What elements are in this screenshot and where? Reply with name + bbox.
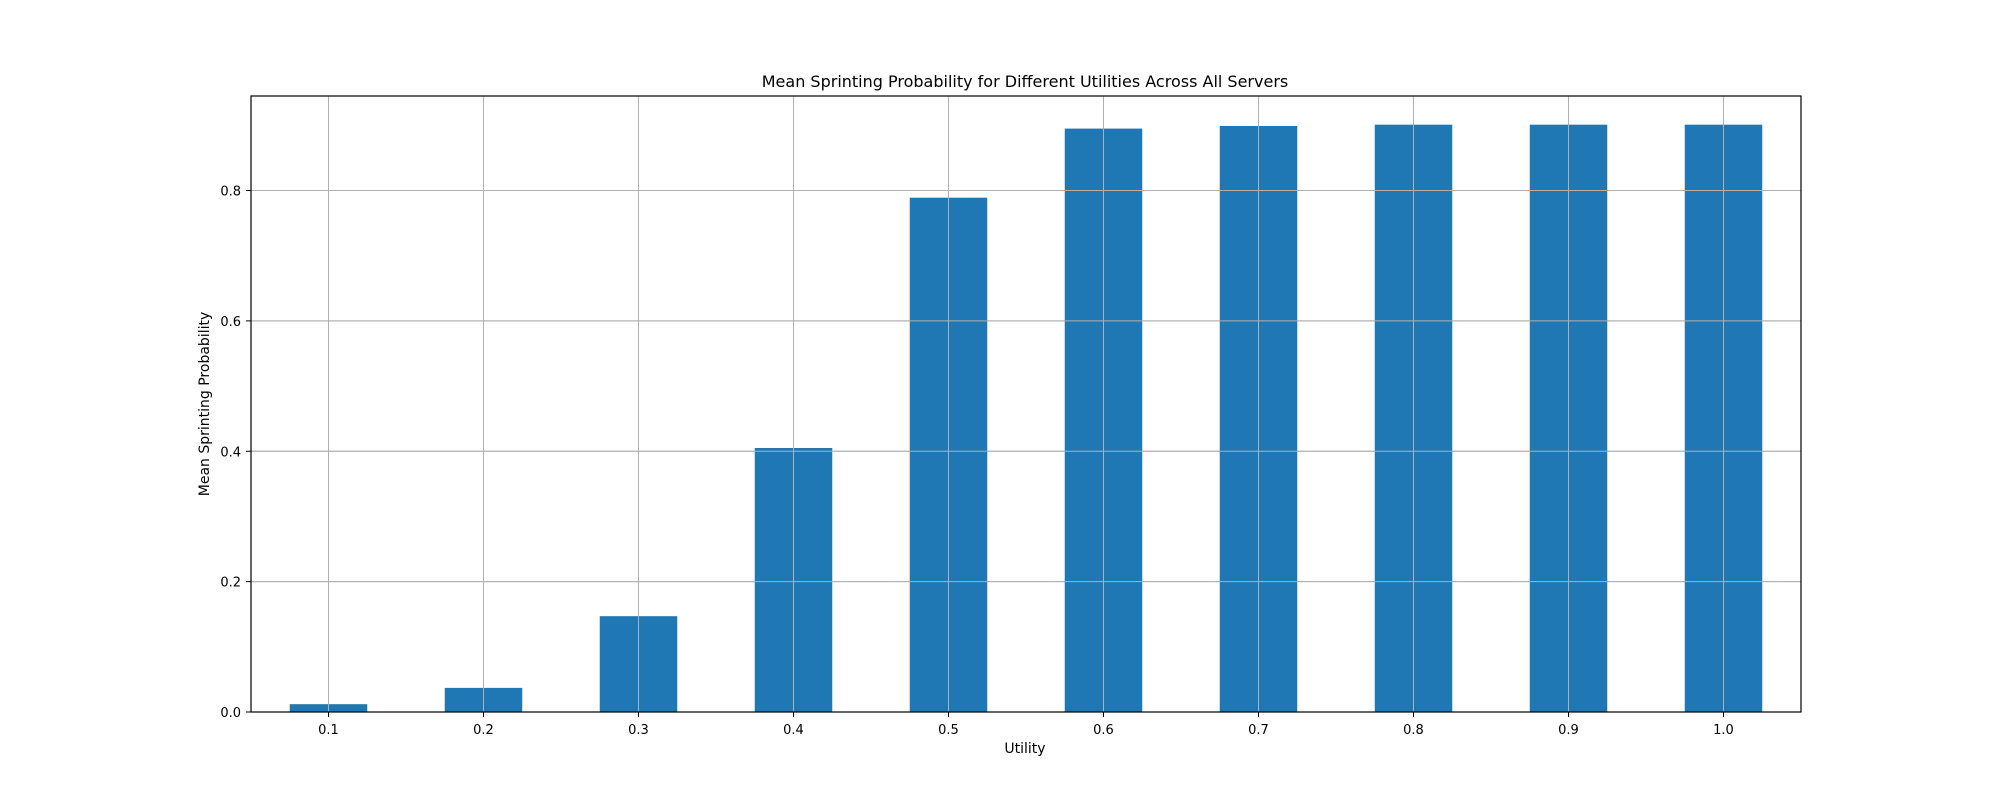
x-tick-label: 0.4: [783, 723, 804, 738]
bars: [289, 124, 1763, 713]
y-tick-label: 0.4: [220, 445, 241, 460]
x-axis-label: Utility: [1004, 741, 1045, 757]
x-tick-label: 0.6: [1093, 723, 1114, 738]
grid-lines-over-bars: [251, 96, 1801, 713]
y-tick-label: 0.8: [220, 185, 241, 200]
x-tick-label: 0.3: [628, 723, 649, 738]
y-tick-label: 0.6: [220, 315, 241, 330]
axis-ticks: 0.0 0.2 0.4 0.6 0.8 0.1 0.2 0.3 0.4 0.5 0.6 0.7 0.8 0…: [220, 185, 1734, 738]
x-tick-label: 0.8: [1403, 723, 1424, 738]
x-tick-label: 0.5: [938, 723, 959, 738]
y-tick-label: 0.2: [220, 576, 241, 591]
x-tick-label: 1.0: [1713, 723, 1734, 738]
y-axis-label: Mean Sprinting Probability: [197, 312, 213, 496]
x-tick-label: 0.2: [473, 723, 494, 738]
x-tick-label: 0.9: [1558, 723, 1579, 738]
y-tick-label: 0.0: [220, 706, 241, 721]
x-tick-label: 0.1: [318, 723, 339, 738]
chart-title: Mean Sprinting Probability for Different…: [762, 72, 1288, 91]
x-tick-label: 0.7: [1248, 723, 1269, 738]
plot-frame: [250, 95, 1802, 713]
